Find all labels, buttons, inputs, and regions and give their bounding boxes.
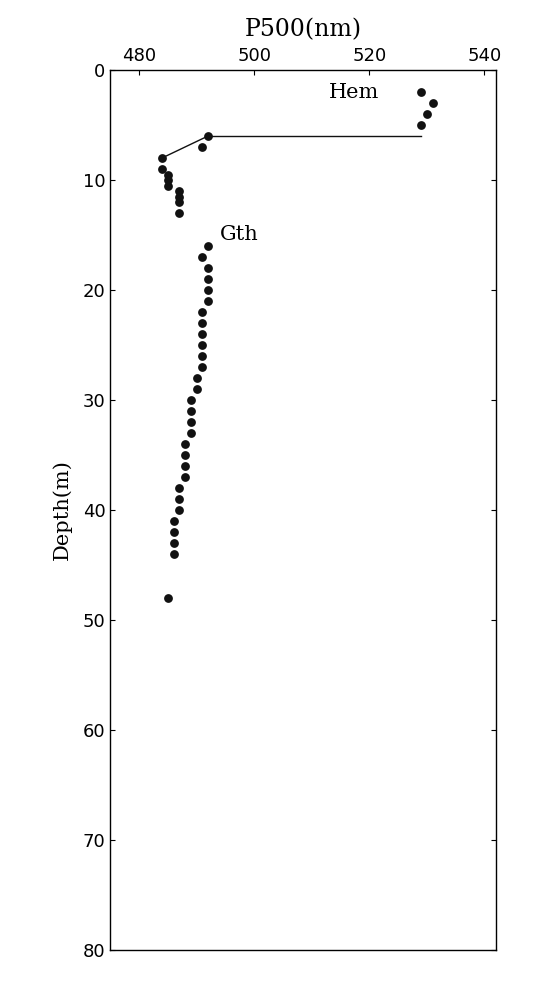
Point bbox=[198, 139, 207, 155]
Point bbox=[198, 337, 207, 353]
Point bbox=[181, 436, 190, 452]
Point bbox=[163, 590, 172, 606]
Point bbox=[175, 183, 183, 199]
Point bbox=[169, 524, 178, 540]
Point bbox=[175, 491, 183, 507]
Point bbox=[158, 161, 166, 177]
Point bbox=[198, 348, 207, 364]
Point bbox=[163, 166, 172, 182]
Point bbox=[175, 205, 183, 221]
X-axis label: P500(nm): P500(nm) bbox=[245, 18, 361, 41]
Point bbox=[198, 304, 207, 320]
Point bbox=[192, 370, 201, 386]
Point bbox=[204, 271, 213, 287]
Point bbox=[175, 194, 183, 210]
Point bbox=[204, 238, 213, 254]
Point bbox=[417, 84, 425, 100]
Point bbox=[204, 282, 213, 298]
Point bbox=[181, 447, 190, 463]
Point bbox=[204, 128, 213, 144]
Point bbox=[186, 414, 195, 430]
Point bbox=[417, 117, 425, 133]
Point bbox=[186, 392, 195, 408]
Point bbox=[204, 293, 213, 309]
Point bbox=[198, 315, 207, 331]
Point bbox=[175, 188, 183, 205]
Point bbox=[175, 480, 183, 496]
Point bbox=[169, 546, 178, 562]
Point bbox=[428, 95, 437, 111]
Point bbox=[198, 359, 207, 375]
Y-axis label: Depth(m): Depth(m) bbox=[52, 460, 72, 560]
Point bbox=[181, 458, 190, 474]
Point bbox=[198, 249, 207, 265]
Point bbox=[423, 106, 431, 122]
Text: Gth: Gth bbox=[220, 226, 258, 244]
Point bbox=[169, 535, 178, 551]
Point bbox=[192, 381, 201, 397]
Point bbox=[198, 326, 207, 342]
Point bbox=[175, 502, 183, 518]
Text: Hem: Hem bbox=[329, 83, 379, 102]
Point bbox=[186, 425, 195, 441]
Point bbox=[186, 403, 195, 419]
Point bbox=[158, 150, 166, 166]
Point bbox=[163, 178, 172, 194]
Point bbox=[204, 260, 213, 276]
Point bbox=[181, 469, 190, 485]
Point bbox=[163, 172, 172, 188]
Point bbox=[169, 513, 178, 529]
